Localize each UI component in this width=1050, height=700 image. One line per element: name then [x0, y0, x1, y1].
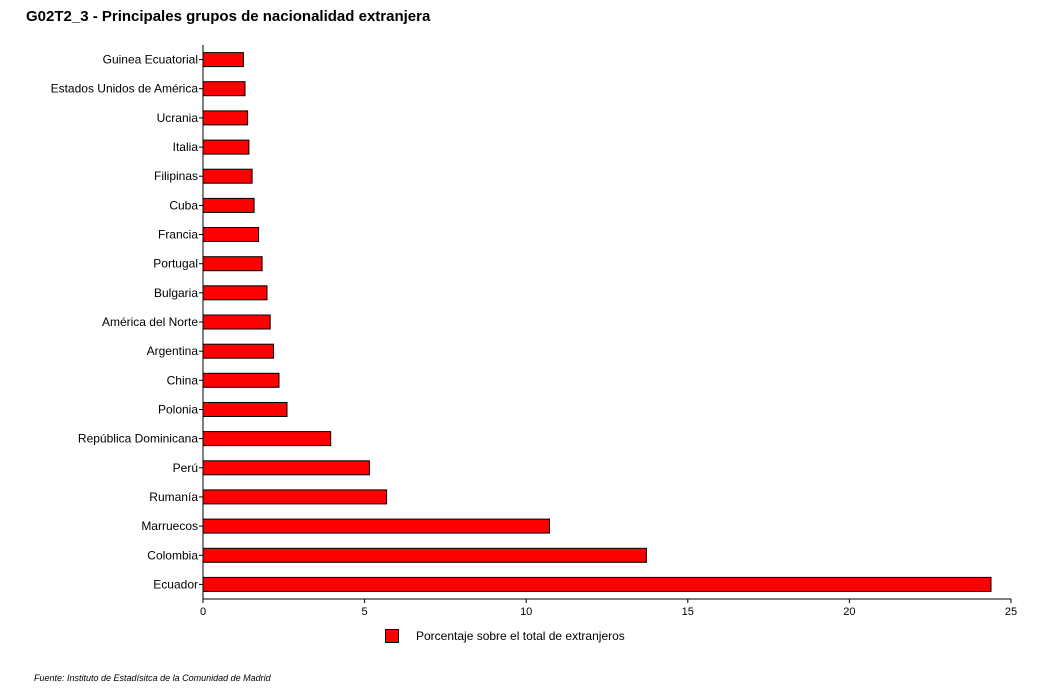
bar — [202, 52, 244, 68]
category-label: Argentina — [147, 344, 199, 358]
bar — [202, 110, 249, 126]
category-label: Francia — [158, 228, 198, 242]
category-label: Polonia — [158, 403, 198, 417]
chart-legend: Porcentaje sobre el total de extranjeros — [385, 629, 625, 643]
bar — [202, 547, 647, 563]
bar — [202, 372, 280, 388]
bar — [202, 489, 388, 505]
category-label: Ecuador — [153, 577, 198, 591]
bar — [202, 285, 268, 301]
legend-label: Porcentaje sobre el total de extranjeros — [416, 629, 625, 643]
category-label: Portugal — [153, 257, 198, 271]
bar — [202, 576, 992, 592]
bar — [202, 518, 550, 534]
legend-swatch — [385, 629, 399, 643]
bar — [202, 460, 370, 476]
category-label: Colombia — [147, 548, 198, 562]
chart-title: G02T2_3 - Principales grupos de nacional… — [26, 8, 431, 25]
category-label: Filipinas — [154, 169, 198, 183]
category-label: Bulgaria — [154, 286, 198, 300]
category-label: Rumanía — [149, 490, 198, 504]
bar — [202, 314, 271, 330]
x-tick-label: 10 — [520, 606, 532, 618]
bar — [202, 139, 250, 155]
bar — [202, 81, 246, 97]
category-label: Marruecos — [141, 519, 198, 533]
bar — [202, 343, 274, 359]
category-label: Italia — [173, 140, 199, 154]
category-label: Ucrania — [157, 111, 199, 125]
bar — [202, 227, 260, 242]
bar — [202, 197, 255, 213]
category-label: Guinea Ecuatorial — [103, 53, 198, 67]
x-tick-label: 25 — [1005, 606, 1017, 618]
x-tick-label: 5 — [362, 606, 368, 618]
source-note: Fuente: Instituto de Estadísitca de la C… — [34, 673, 271, 683]
category-label: China — [167, 373, 199, 387]
category-label: Estados Unidos de América — [51, 82, 199, 96]
category-label: Cuba — [169, 198, 198, 212]
category-label: América del Norte — [102, 315, 198, 329]
x-tick-label: 20 — [843, 606, 855, 618]
bar — [202, 168, 253, 184]
x-tick-label: 0 — [200, 606, 206, 618]
category-label: República Dominicana — [78, 432, 198, 446]
category-label: Perú — [173, 461, 198, 475]
bar — [202, 402, 288, 417]
bar — [202, 256, 263, 272]
bar — [202, 431, 332, 447]
x-tick-label: 15 — [682, 606, 694, 618]
